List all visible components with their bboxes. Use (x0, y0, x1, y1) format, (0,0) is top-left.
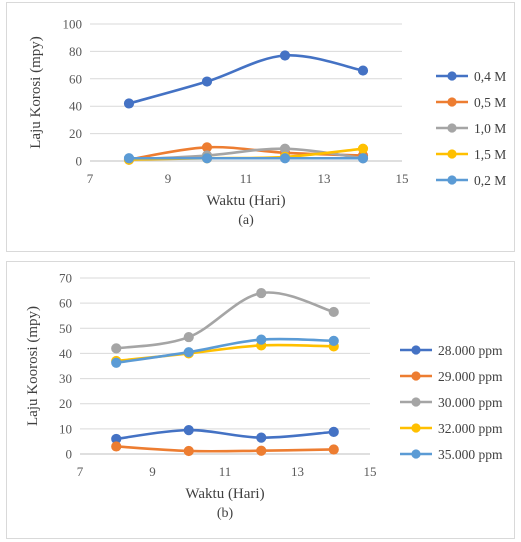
legend-swatch-marker (447, 149, 457, 159)
y-tick-label: 60 (59, 296, 72, 311)
data-point (256, 287, 267, 299)
legend-label: 1,0 M (474, 121, 506, 136)
x-tick-label: 13 (318, 171, 331, 186)
y-tick-label: 30 (59, 371, 72, 386)
x-tick-label: 15 (396, 171, 409, 186)
series-line (127, 54, 365, 105)
legend-label: 0,5 M (474, 95, 506, 110)
data-point (256, 432, 267, 443)
legend-swatch-marker (411, 423, 421, 433)
legend-label: 0,2 M (474, 173, 506, 188)
x-tick-label: 7 (77, 464, 84, 479)
legend-swatch-marker (447, 123, 457, 133)
series-line (114, 428, 336, 441)
y-tick-label: 100 (63, 17, 83, 32)
y-tick-label: 20 (59, 396, 72, 411)
x-tick-label: 11 (219, 464, 232, 479)
data-point (123, 98, 135, 109)
data-point (256, 334, 267, 345)
data-point (328, 444, 339, 455)
chart-caption: (b) (217, 506, 234, 521)
legend-swatch-marker (411, 449, 421, 459)
x-axis-title: Waktu (Hari) (185, 486, 264, 502)
legend-swatch-marker (447, 175, 457, 185)
series-line (114, 291, 336, 350)
x-tick-label: 9 (149, 464, 156, 479)
data-point (183, 445, 194, 457)
y-axis-title: Laju Koorosi (mpy) (25, 306, 41, 426)
legend-swatch-marker (447, 71, 457, 81)
data-point (111, 343, 122, 354)
data-point (357, 143, 369, 154)
data-point (201, 76, 213, 87)
x-tick-label: 11 (240, 171, 253, 186)
legend-swatch-marker (411, 371, 421, 381)
data-point (183, 331, 194, 343)
legend-label: 30.000 ppm (438, 395, 503, 410)
series-line (114, 337, 336, 365)
y-axis-title: Laju Korosi (mpy) (28, 36, 44, 148)
legend-swatch-marker (447, 97, 457, 107)
x-tick-label: 13 (291, 464, 304, 479)
y-tick-label: 40 (69, 99, 82, 114)
legend-swatch-marker (411, 397, 421, 407)
data-point (111, 441, 122, 452)
y-tick-label: 50 (59, 321, 72, 336)
data-point (328, 335, 339, 346)
y-tick-label: 70 (59, 271, 72, 286)
y-tick-label: 0 (76, 154, 83, 169)
chart-panel-a: 0 20 40 60 80 100 7 9 11 13 15 Waktu (Hari) Laju Kor… (6, 2, 515, 252)
legend-label: 32.000 ppm (438, 421, 503, 436)
legend-label: 0,4 M (474, 69, 506, 84)
data-point (357, 153, 369, 164)
data-point (183, 347, 194, 358)
y-tick-label: 10 (59, 421, 72, 436)
y-tick-label: 80 (69, 44, 82, 59)
x-tick-label: 15 (364, 464, 377, 479)
y-tick-label: 0 (66, 447, 73, 462)
data-point (328, 306, 339, 318)
data-point (256, 445, 267, 456)
x-tick-label: 7 (87, 171, 94, 186)
series-line (114, 445, 336, 453)
y-tick-label: 20 (69, 126, 82, 141)
y-tick-label: 40 (59, 346, 72, 361)
legend-label: 35.000 ppm (438, 447, 503, 462)
data-point (201, 153, 213, 164)
legend-label: 29.000 ppm (438, 369, 503, 384)
legend-swatch-marker (411, 345, 421, 355)
chart-a: 0 20 40 60 80 100 7 9 11 13 15 Waktu (Hari) Laju Kor… (28, 17, 506, 229)
chart-b: 0 10 20 30 40 50 60 70 7 9 11 13 15 Waktu (Hari) Laju … (25, 271, 503, 522)
data-point (183, 425, 194, 436)
chart-caption: (a) (238, 213, 254, 228)
series-line (127, 145, 365, 161)
y-tick-label: 60 (69, 71, 82, 86)
data-point (279, 153, 291, 164)
data-point (357, 65, 369, 76)
x-tick-label: 9 (165, 171, 172, 186)
legend-label: 28.000 ppm (438, 343, 503, 358)
data-point (123, 153, 135, 164)
x-axis-title: Waktu (Hari) (206, 193, 285, 209)
chart-panel-b: 0 10 20 30 40 50 60 70 7 9 11 13 15 Waktu (Hari) Laju … (6, 261, 515, 539)
legend-label: 1,5 M (474, 147, 506, 162)
data-point (328, 426, 339, 437)
data-point (111, 357, 122, 368)
data-point (279, 50, 291, 61)
